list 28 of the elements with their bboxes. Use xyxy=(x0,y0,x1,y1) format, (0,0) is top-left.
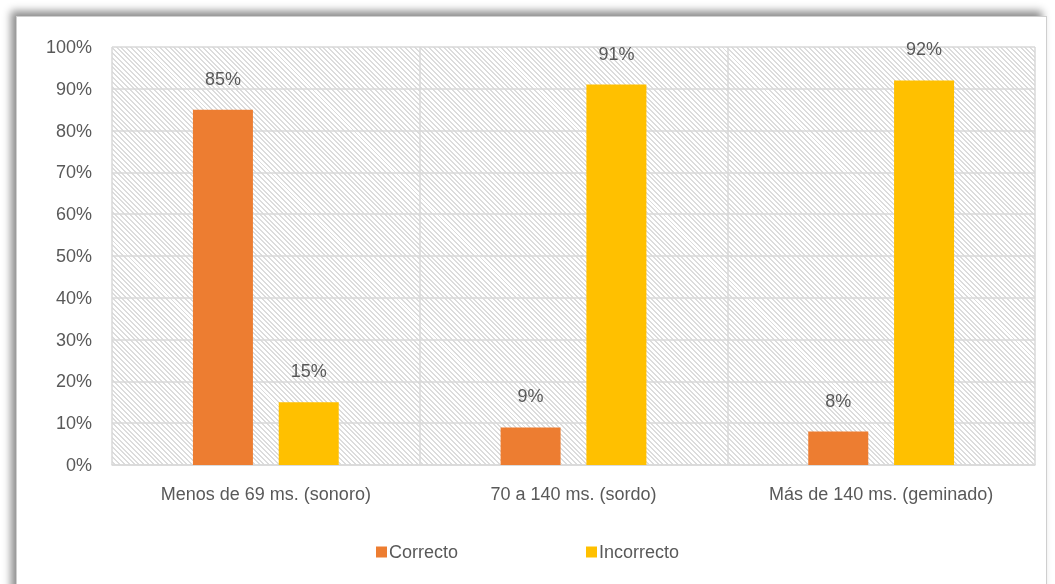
x-tick-label: Menos de 69 ms. (sonoro) xyxy=(160,484,371,504)
data-label: 8% xyxy=(825,390,852,411)
y-tick-label: 20% xyxy=(55,371,92,392)
y-tick-label: 50% xyxy=(55,246,92,266)
bar xyxy=(192,109,253,465)
bar xyxy=(808,431,869,465)
bar xyxy=(586,84,647,465)
y-tick-label: 70% xyxy=(55,162,92,183)
bar xyxy=(894,80,955,465)
x-tick-label: 70 a 140 ms. (sordo) xyxy=(490,484,657,504)
x-tick-label: Más de 140 ms. (geminado) xyxy=(769,484,994,504)
data-label: 9% xyxy=(517,386,544,407)
y-tick-label: 60% xyxy=(55,204,92,225)
data-label: 15% xyxy=(290,361,327,382)
y-tick-label: 30% xyxy=(55,329,92,350)
legend-label: Incorrecto xyxy=(598,542,680,562)
legend-label: Correcto xyxy=(388,542,458,562)
y-tick-label: 40% xyxy=(55,287,92,308)
y-tick-label: 10% xyxy=(55,413,92,434)
y-tick-label: 80% xyxy=(55,120,92,141)
y-tick-label: 90% xyxy=(55,78,92,99)
data-label: 85% xyxy=(204,68,241,89)
bar xyxy=(500,427,561,465)
data-label: 92% xyxy=(906,39,943,60)
bar xyxy=(278,402,339,465)
data-label: 91% xyxy=(598,43,635,64)
y-tick-label: 0% xyxy=(65,455,92,475)
y-tick-label: 100% xyxy=(45,37,92,57)
